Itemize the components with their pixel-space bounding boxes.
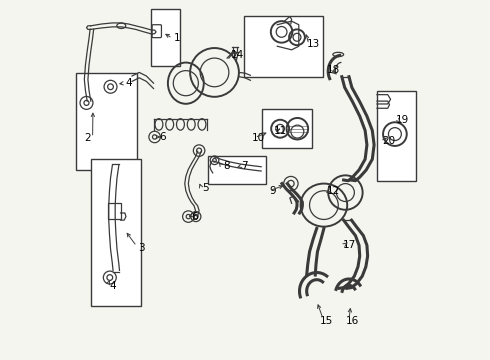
Text: 13: 13: [307, 40, 320, 49]
Text: 5: 5: [202, 183, 209, 193]
Text: 6: 6: [159, 132, 166, 142]
Text: 18: 18: [327, 64, 341, 75]
Text: 4: 4: [109, 281, 116, 291]
Text: 4: 4: [125, 78, 132, 88]
Text: 1: 1: [173, 33, 180, 43]
Bar: [245, 16, 323, 77]
Text: 17: 17: [343, 240, 356, 250]
Text: 6: 6: [192, 212, 198, 221]
Text: 20: 20: [382, 136, 395, 146]
Text: 8: 8: [223, 161, 230, 171]
Bar: [91, 159, 141, 306]
Bar: [76, 73, 137, 170]
Text: 7: 7: [241, 161, 247, 171]
Text: 3: 3: [138, 243, 145, 253]
Text: 9: 9: [270, 186, 276, 197]
Text: 10: 10: [252, 133, 265, 143]
Bar: [377, 91, 416, 181]
Text: 14: 14: [230, 50, 244, 60]
Bar: [262, 109, 313, 148]
Text: 2: 2: [85, 133, 91, 143]
FancyBboxPatch shape: [152, 25, 161, 38]
Bar: [151, 9, 180, 66]
Text: 11: 11: [274, 126, 288, 135]
Text: 16: 16: [346, 316, 359, 325]
Text: 12: 12: [327, 186, 341, 197]
Text: 15: 15: [320, 316, 333, 325]
Bar: [208, 156, 266, 184]
Bar: [108, 203, 121, 220]
Text: 19: 19: [395, 115, 409, 125]
